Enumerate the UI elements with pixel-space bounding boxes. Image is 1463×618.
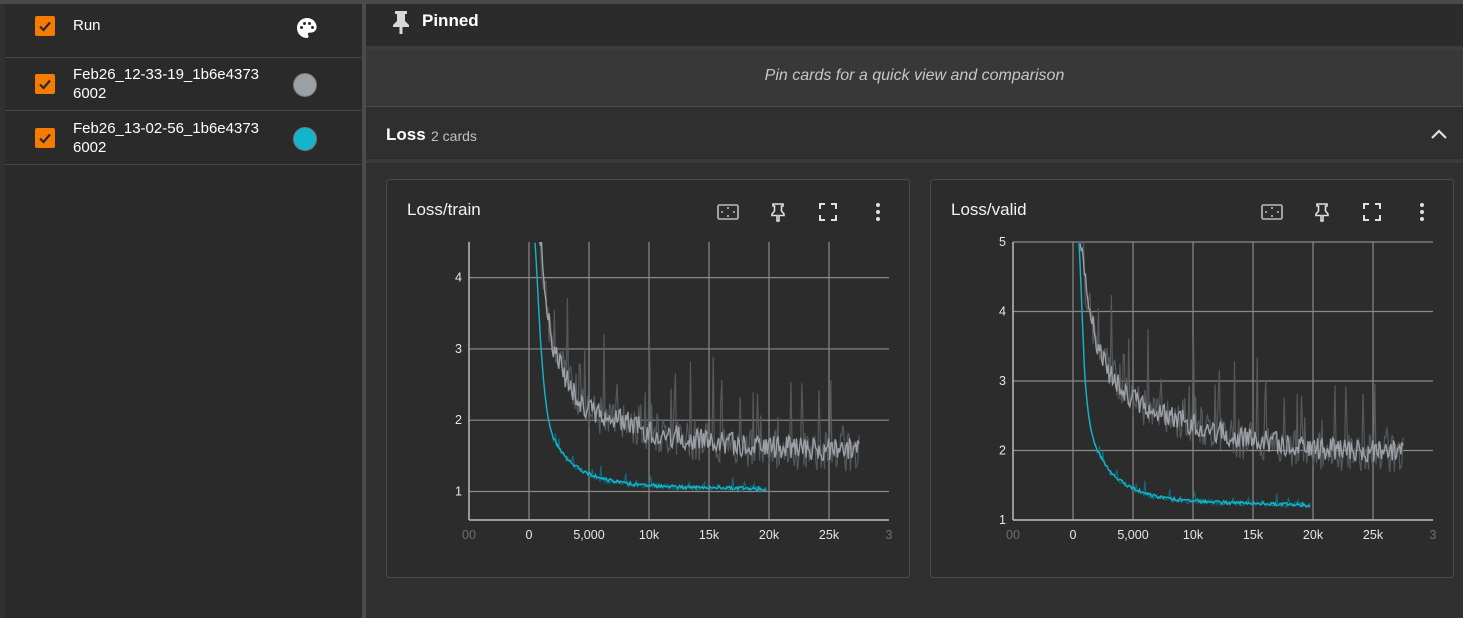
runs-header-label: Run (73, 17, 101, 34)
fullscreen-icon (1363, 203, 1381, 221)
x-tick-label: 20k (1303, 528, 1324, 542)
check-icon (39, 79, 51, 90)
plot-area (1078, 242, 1404, 509)
x-tick-label: 25k (819, 528, 840, 542)
group-title: Loss (386, 125, 426, 144)
series-line (534, 243, 767, 492)
pin-card-button[interactable] (1308, 198, 1336, 226)
scalar-card-loss-valid: 00 0 5,000 10k 15k 20k 25k 3 1 2 3 4 5 Loss/valid (930, 179, 1454, 578)
x-tick-label: 5,000 (573, 528, 604, 542)
more-vert-icon (876, 203, 880, 221)
loss-group-header[interactable]: Loss 2 cards (366, 107, 1463, 163)
x-tick-label: 3 (1430, 528, 1437, 542)
run-name: Feb26_13-02-56_1b6e4373 6002 (73, 119, 259, 157)
y-tick-label: 1 (455, 484, 462, 498)
check-icon (39, 133, 51, 144)
y-tick-label: 2 (999, 444, 1006, 458)
fit-to-data-icon (717, 204, 739, 220)
fit-to-data-icon (1261, 204, 1283, 220)
y-tick-label: 1 (999, 513, 1006, 527)
run-row[interactable]: Feb26_13-02-56_1b6e4373 6002 (5, 111, 362, 165)
run-name-line1: Feb26_12-33-19_1b6e4373 (73, 66, 259, 83)
x-tick-label: 10k (639, 528, 660, 542)
run-checkbox[interactable] (35, 74, 55, 94)
run-color-swatch[interactable] (293, 73, 317, 97)
run-color-swatch[interactable] (293, 127, 317, 151)
fullscreen-button[interactable] (814, 198, 842, 226)
runs-sidebar: Run Feb26_12-33-19_1b6e4373 6002 Feb26_1… (5, 4, 362, 618)
x-tick-label: 3 (886, 528, 893, 542)
sidebar-resize-handle[interactable] (362, 4, 366, 618)
pin-icon (771, 203, 785, 222)
fullscreen-button[interactable] (1358, 198, 1386, 226)
x-tick-label: 25k (1363, 528, 1384, 542)
y-tick-label: 3 (455, 342, 462, 356)
fit-domain-button[interactable] (714, 198, 742, 226)
pin-icon (1315, 203, 1329, 222)
more-options-button[interactable] (864, 198, 892, 226)
plot-area (534, 242, 860, 493)
x-tick-label: 0 (526, 528, 533, 542)
series-line (1078, 243, 1311, 508)
chevron-up-icon[interactable] (1428, 124, 1450, 146)
y-tick-label: 4 (455, 271, 462, 285)
series-raw-line (539, 242, 860, 472)
palette-icon[interactable] (295, 16, 319, 40)
select-all-checkbox[interactable] (35, 16, 55, 36)
y-tick-label: 3 (999, 374, 1006, 388)
group-card-count: 2 cards (431, 128, 477, 144)
run-name-line2: 6002 (73, 139, 107, 156)
series-line (1078, 243, 1404, 463)
x-tick-label: 5,000 (1117, 528, 1148, 542)
run-row[interactable]: Feb26_12-33-19_1b6e4373 6002 (5, 58, 362, 111)
check-icon (39, 21, 51, 32)
y-tick-label: 5 (999, 235, 1006, 249)
x-tick-label: 15k (699, 528, 720, 542)
pin-card-button[interactable] (764, 198, 792, 226)
pin-icon (393, 11, 409, 34)
run-checkbox[interactable] (35, 128, 55, 148)
series-raw-line (1078, 242, 1311, 509)
pinned-section-header: Pinned (366, 4, 1463, 50)
x-tick-label: 15k (1243, 528, 1264, 542)
run-name-line1: Feb26_13-02-56_1b6e4373 (73, 120, 259, 137)
pinned-empty-message: Pin cards for a quick view and compariso… (366, 50, 1463, 107)
scalar-card-loss-train: 00 0 5,000 10k 15k 20k 25k 3 1 2 3 4 Loss/train (386, 179, 910, 578)
x-tick-label: 00 (1006, 528, 1020, 542)
pinned-title: Pinned (422, 11, 479, 30)
x-tick-label: 0 (1070, 528, 1077, 542)
x-tick-label: 20k (759, 528, 780, 542)
run-name-line2: 6002 (73, 85, 107, 102)
fit-domain-button[interactable] (1258, 198, 1286, 226)
card-title: Loss/valid (951, 200, 1027, 219)
y-tick-label: 2 (455, 413, 462, 427)
series-raw-line (534, 242, 767, 493)
x-tick-label: 00 (462, 528, 476, 542)
y-tick-label: 4 (999, 305, 1006, 319)
card-title: Loss/train (407, 200, 481, 219)
x-tick-label: 10k (1183, 528, 1204, 542)
fullscreen-icon (819, 203, 837, 221)
series-line (537, 242, 860, 461)
main-panel: Pinned Pin cards for a quick view and co… (366, 4, 1463, 618)
more-vert-icon (1420, 203, 1424, 221)
more-options-button[interactable] (1408, 198, 1436, 226)
top-border (0, 0, 1463, 4)
run-name: Feb26_12-33-19_1b6e4373 6002 (73, 65, 259, 103)
runs-header-row: Run (5, 4, 362, 58)
